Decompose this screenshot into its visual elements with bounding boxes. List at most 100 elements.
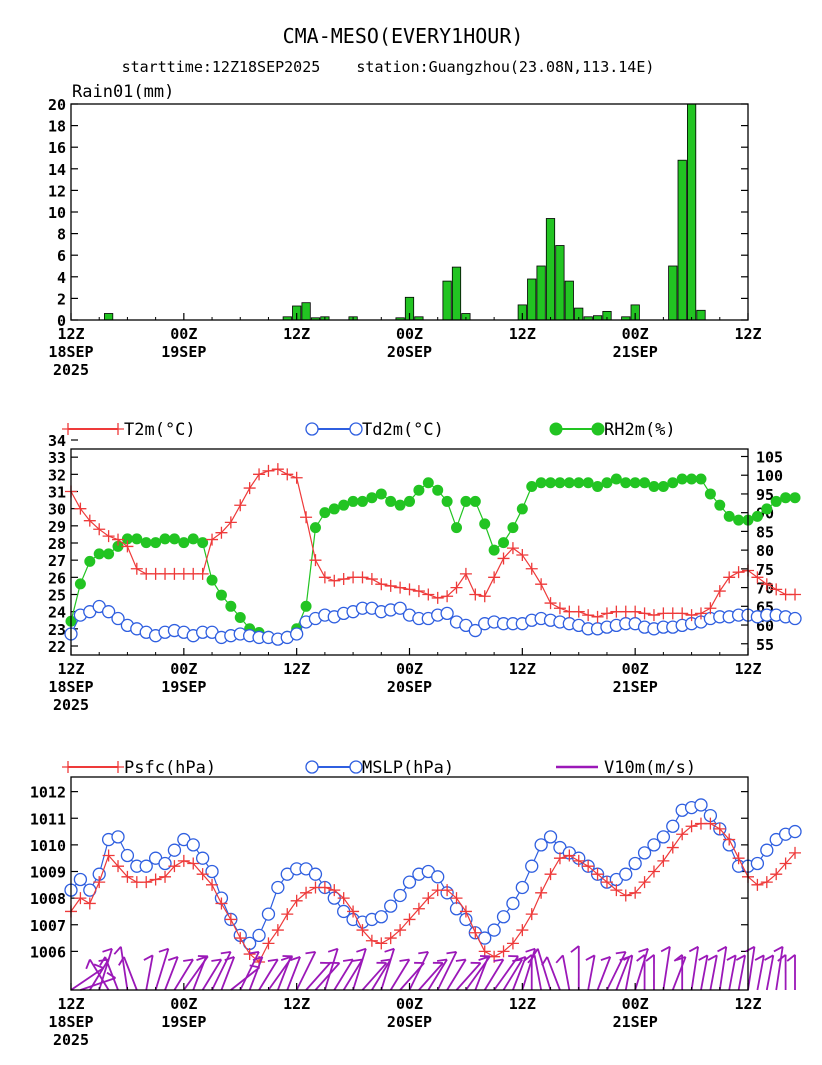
pres-x-tick-label: 20SEP	[387, 1013, 432, 1031]
rh2m-point	[178, 537, 190, 549]
mslp-point	[788, 824, 802, 839]
mslp-point	[186, 838, 200, 852]
wind-barb-flag	[698, 954, 708, 961]
t2m-point	[553, 602, 566, 615]
mslp-point	[543, 830, 558, 844]
t2m-point	[450, 581, 463, 594]
td2m-point	[468, 623, 482, 638]
temp-x-tick-label: 00Z	[622, 660, 649, 678]
wind-barb-flag	[717, 945, 727, 953]
wind-barb-staff	[533, 955, 543, 991]
psfc-point	[412, 902, 425, 915]
wind-barb-staff	[380, 948, 395, 991]
rh-y-tick-label: 85	[756, 523, 774, 541]
psfc-point	[83, 897, 96, 910]
wind-barb-staff	[173, 959, 194, 991]
wind-barb	[113, 946, 129, 991]
psfc-point	[676, 828, 689, 841]
wind-barb	[596, 956, 612, 991]
wind-barb	[436, 951, 458, 991]
pres-x-tick-label: 21SEP	[613, 1013, 658, 1031]
t2m-point	[365, 573, 378, 586]
psfc-point	[591, 868, 604, 881]
mslp-point	[374, 910, 388, 924]
wind-barb-staff	[164, 956, 179, 991]
rh2m-point	[206, 574, 218, 586]
wind-barb-flag	[446, 951, 457, 955]
psfc-point	[525, 908, 538, 921]
wind-barb-staff	[436, 951, 458, 991]
wind-barb-staff	[352, 948, 367, 991]
rh2m-legend-marker	[591, 422, 605, 436]
t2m-point	[328, 574, 341, 587]
wind-barb-staff	[700, 955, 709, 991]
wind-barb	[512, 956, 527, 991]
rain-x-tick-label: 21SEP	[613, 343, 658, 361]
wind-barb-flag	[726, 954, 737, 961]
rain-x-tick-label: 12Z	[283, 325, 310, 343]
wind-barb-staff	[277, 956, 292, 991]
pres-y-tick-label: 1007	[30, 917, 66, 935]
mslp-point	[195, 851, 210, 865]
pres-y-tick-label: 1008	[30, 890, 66, 908]
rh2m-point	[150, 537, 162, 549]
wind-barb	[258, 958, 279, 991]
rain-panel: Rain01(mm) 0246810121416182012Z18SEP2025…	[48, 82, 762, 379]
rh2m-point	[573, 477, 585, 489]
wind-barb-staff	[104, 956, 119, 991]
t2m-point	[102, 530, 115, 543]
mslp-point	[402, 875, 417, 889]
wind-barb	[474, 956, 489, 991]
temp-y-tick-label: 24	[48, 604, 66, 622]
psfc-point	[422, 892, 435, 905]
psfc-point	[647, 865, 660, 878]
psfc-point	[553, 852, 566, 865]
mslp-point	[384, 899, 398, 913]
rh2m-point	[545, 477, 557, 489]
t2m-point	[647, 609, 660, 622]
temp-y-tick-label: 25	[48, 587, 66, 605]
wind-barb-flag	[305, 951, 316, 955]
wind-barb	[764, 954, 775, 991]
wind-barb-flag	[645, 954, 655, 962]
mslp-point	[515, 880, 529, 895]
wind-barb-flag	[168, 956, 179, 961]
td2m-point	[393, 601, 407, 615]
wind-barb-flag	[118, 956, 125, 966]
rain-x-tick-label: 18SEP	[48, 343, 93, 361]
t2m-point	[770, 583, 783, 596]
mslp-point	[628, 856, 642, 871]
wind-barb-staff	[624, 955, 634, 991]
psfc-point	[535, 886, 548, 899]
rh2m-point	[789, 492, 801, 504]
rh2m-point	[686, 473, 698, 485]
t2m-point	[441, 590, 454, 603]
t2m-point	[525, 562, 538, 575]
t2m-point	[215, 526, 228, 539]
psfc-point	[770, 868, 783, 881]
psfc-point	[610, 884, 623, 897]
rh2m-point	[516, 503, 528, 515]
t2m-point	[459, 567, 472, 580]
wind-barb-staff	[690, 946, 699, 991]
wind-barb-flag	[280, 956, 291, 961]
mslp-point	[694, 798, 708, 812]
temp-y-tick-label: 30	[48, 501, 66, 519]
rain-bar	[442, 280, 452, 321]
psfc-point	[619, 889, 632, 902]
rh2m-point	[770, 495, 782, 507]
rain-x-tick-label: 20SEP	[387, 343, 432, 361]
t2m-point	[262, 464, 275, 477]
psfc-point	[140, 876, 153, 889]
rain-bar	[545, 218, 556, 321]
rh2m-point	[375, 488, 387, 500]
rh2m-point	[366, 492, 378, 504]
pressure-wind-panel: 1006 1007 1008 1009 1010 1011 1012 Psfc(hPa) MSL…	[30, 758, 802, 1049]
t2m-point	[300, 511, 313, 524]
wind-barb-staff	[324, 948, 339, 991]
wind-barb-staff	[418, 962, 444, 991]
wind-barb-staff	[98, 948, 113, 991]
rh-y-tick-label: 75	[756, 561, 774, 579]
wind-barb-staff	[747, 946, 756, 991]
wind-barb-flag	[102, 947, 113, 953]
